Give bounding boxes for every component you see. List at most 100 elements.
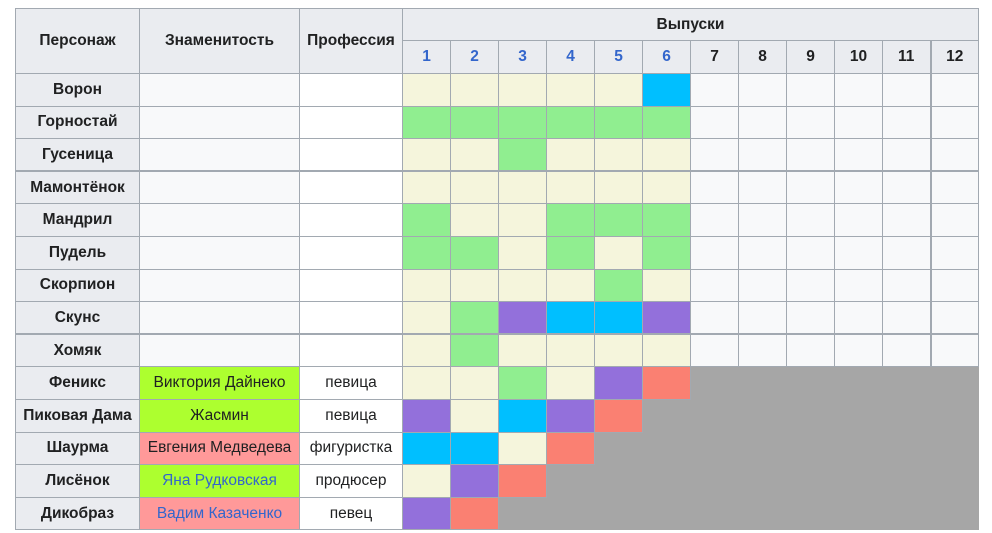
result-cell-future [882,301,932,335]
result-cell-future [882,105,932,140]
result-cell-safe [450,398,499,433]
result-cell-future [834,268,883,303]
result-cell-bottom [594,301,643,335]
result-cell-risk [402,496,451,531]
result-cell-future [882,73,932,107]
result-cell-top [450,333,499,368]
result-cell-safe [450,138,499,172]
result-cell-top [402,203,451,237]
profession [299,333,403,368]
result-cell-safe [450,170,499,205]
table-row: Мамонтёнок [15,170,979,205]
result-cell-future [786,268,835,303]
table-row: Гусеница [15,138,979,172]
result-cell-future [834,138,883,172]
eliminated-filler [594,431,979,466]
result-cell-bottom [402,431,451,466]
result-cell-out [594,398,643,433]
character-name: Лисёнок [15,464,140,498]
profession: певица [299,366,403,400]
result-cell-safe [546,366,595,400]
result-cell-safe [402,170,451,205]
result-cell-safe [642,333,691,368]
result-cell-safe [498,333,547,368]
result-cell-safe [402,138,451,172]
result-cell-future [690,203,739,237]
result-cell-future [786,203,835,237]
result-cell-safe [402,366,451,400]
result-cell-risk [402,398,451,433]
result-cell-future [786,301,835,335]
celebrity-name[interactable]: Евгения Медведева [139,431,300,466]
result-cell-future [929,170,979,205]
result-cell-top [450,105,499,140]
result-cell-future [690,105,739,140]
table-row: Хомяк [15,333,979,368]
celebrity-name[interactable]: Вадим Казаченко [139,496,300,531]
result-cell-safe [594,235,643,270]
result-cell-future [738,170,787,205]
result-cell-top [450,235,499,270]
eliminated-filler [642,398,979,433]
result-cell-future [929,268,979,303]
result-cell-risk [594,366,643,400]
result-cell-future [738,138,787,172]
result-cell-future [929,138,979,172]
result-cell-future [690,235,739,270]
result-cell-safe [498,73,547,107]
character-name: Шаурма [15,431,140,466]
profession [299,235,403,270]
result-cell-risk [498,301,547,335]
result-cell-top [642,203,691,237]
character-name: Дикобраз [15,496,140,531]
header-episode-6[interactable]: 6 [642,40,691,74]
header-episode-4[interactable]: 4 [546,40,595,74]
result-cell-future [929,73,979,107]
table-row: Лисёнок Яна Рудковская продюсер [15,464,979,498]
celebrity-name[interactable]: Виктория Дайнеко [139,366,300,400]
table-row: Феникс Виктория Дайнеко певица [15,366,979,400]
result-cell-safe [642,170,691,205]
result-cell-safe [402,464,451,498]
celebrity-name [139,235,300,270]
header-episode-1[interactable]: 1 [402,40,451,74]
header-episode-9: 9 [786,40,835,74]
result-cell-out [498,464,547,498]
character-name: Мандрил [15,203,140,237]
eliminated-filler [498,496,979,531]
result-cell-future [834,73,883,107]
celebrity-name[interactable]: Жасмин [139,398,300,433]
profession [299,73,403,107]
celebrity-name[interactable]: Яна Рудковская [139,464,300,498]
profession [299,203,403,237]
result-cell-safe [546,73,595,107]
header-episode-2[interactable]: 2 [450,40,499,74]
character-name: Мамонтёнок [15,170,140,205]
profession [299,170,403,205]
profession: продюсер [299,464,403,498]
header-episode-3[interactable]: 3 [498,40,547,74]
table-row: Скунс [15,301,979,335]
character-name: Феникс [15,366,140,400]
result-cell-future [882,235,932,270]
result-cell-safe [546,138,595,172]
result-cell-top [402,105,451,140]
result-cell-safe [594,138,643,172]
result-cell-future [690,170,739,205]
celebrity-name [139,203,300,237]
result-cell-future [786,333,835,368]
character-name: Хомяк [15,333,140,368]
result-cell-future [882,333,932,368]
result-cell-out [546,431,595,466]
result-cell-bottom [642,73,691,107]
table-row: Мандрил [15,203,979,237]
profession: певица [299,398,403,433]
header-episode-5[interactable]: 5 [594,40,643,74]
celebrity-name [139,301,300,335]
result-cell-future [738,73,787,107]
result-cell-safe [450,366,499,400]
result-cell-safe [594,73,643,107]
result-cell-future [690,301,739,335]
result-cell-safe [642,138,691,172]
table-row: Ворон [15,73,979,107]
